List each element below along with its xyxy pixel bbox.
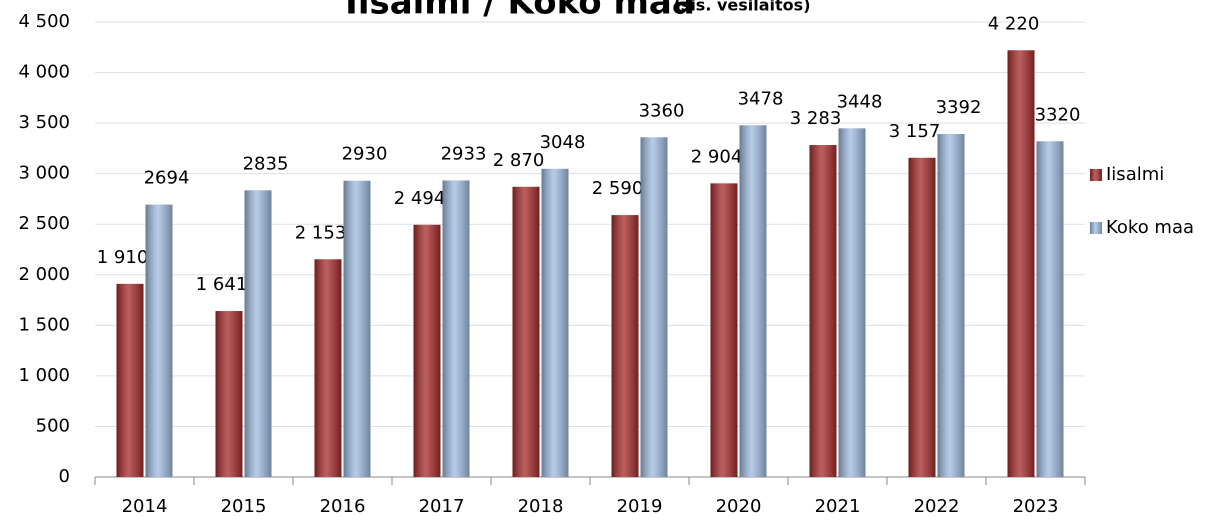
y-tick-label: 3 000 [18, 163, 70, 184]
bar-shade [809, 145, 837, 477]
bar-shade [541, 168, 569, 477]
data-label: 2835 [243, 153, 289, 174]
bar-shade [1007, 50, 1035, 478]
bar-shade [145, 204, 173, 477]
x-tick-label: 2020 [716, 496, 762, 517]
data-label: 3392 [936, 97, 982, 118]
legend-swatch-shade [1090, 169, 1102, 181]
data-label: 1 641 [196, 274, 248, 295]
bar-shade [838, 128, 866, 477]
data-label: 2 153 [295, 222, 347, 243]
bar-shade [442, 180, 470, 478]
data-label: 3048 [540, 132, 586, 153]
x-tick-label: 2019 [617, 496, 663, 517]
y-tick-label: 1 000 [18, 365, 70, 386]
chart-subtitle: (sis. vesilaitos) [673, 0, 810, 15]
data-label: 4 220 [988, 13, 1040, 34]
bar-shade [512, 186, 540, 478]
bar-shade [710, 183, 738, 477]
x-tick-label: 2018 [518, 496, 564, 517]
y-tick-label: 2 000 [18, 264, 70, 285]
x-tick-label: 2015 [221, 496, 267, 517]
data-label: 3360 [639, 100, 685, 121]
x-tick-label: 2022 [914, 496, 960, 517]
bar-shade [343, 180, 371, 477]
y-tick-label: 3 500 [18, 112, 70, 133]
data-label: 2 870 [493, 150, 545, 171]
bar-shade [413, 224, 441, 477]
x-tick-label: 2017 [419, 496, 465, 517]
bar-shade [640, 137, 668, 477]
y-tick-label: 500 [36, 415, 70, 436]
data-label: 3478 [738, 88, 784, 109]
chart-title: Iisalmi / Koko maa [345, 0, 695, 23]
x-tick-label: 2021 [815, 496, 861, 517]
data-label: 3448 [837, 91, 883, 112]
bar-shade [908, 157, 936, 477]
y-tick-label: 2 500 [18, 213, 70, 234]
legend-label: Koko maa [1106, 217, 1194, 238]
data-label: 2 590 [592, 178, 644, 199]
data-label: 2933 [441, 143, 487, 164]
bar-shade [739, 125, 767, 477]
bar-shade [116, 283, 144, 477]
x-tick-label: 2016 [320, 496, 366, 517]
data-label: 2 904 [691, 146, 743, 167]
data-label: 2 494 [394, 188, 446, 209]
bar-shade [244, 190, 272, 477]
data-label: 3320 [1035, 104, 1081, 125]
y-tick-label: 0 [59, 466, 70, 487]
chart-title-group: Iisalmi / Koko maa (sis. vesilaitos) [345, 0, 810, 23]
bar-shade [937, 134, 965, 477]
y-tick-label: 1 500 [18, 314, 70, 335]
data-label: 1 910 [97, 247, 149, 268]
bar-shade [1036, 141, 1064, 478]
data-label: 3 157 [889, 121, 941, 142]
y-tick-label: 4 000 [18, 62, 70, 83]
legend-swatch-shade [1090, 222, 1102, 234]
bar-shade [215, 311, 243, 477]
y-tick-label: 4 500 [18, 11, 70, 32]
x-tick-label: 2014 [122, 496, 168, 517]
x-tick-label: 2023 [1013, 496, 1059, 517]
bar-shade [611, 215, 639, 477]
data-label: 2930 [342, 144, 388, 165]
data-label: 3 283 [790, 108, 842, 129]
data-label: 2694 [144, 168, 190, 189]
legend-label: Iisalmi [1106, 164, 1164, 185]
bar-shade [314, 259, 342, 477]
